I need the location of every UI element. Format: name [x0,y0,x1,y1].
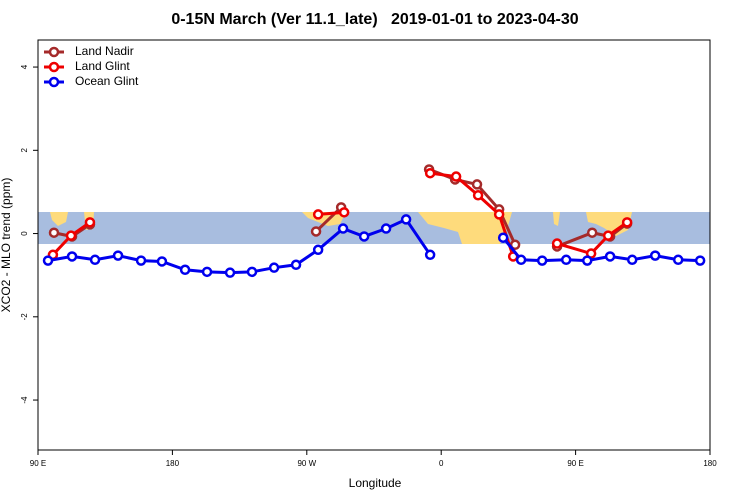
data-point [604,251,616,262]
data-point [551,238,563,249]
data-point [536,255,548,266]
y-tick-label: -2 [20,313,29,321]
data-point [112,250,124,261]
data-point [694,255,706,266]
data-point [135,255,147,266]
x-tick-label: 90 E [30,459,46,468]
land [418,212,512,244]
data-point [48,227,60,238]
data-point [621,217,633,228]
data-point [471,179,483,190]
data-point [424,167,436,179]
y-axis-label: XCO2 - MLO trend (ppm) [0,178,13,313]
data-point [450,171,462,182]
data-point [581,255,593,266]
data-point [268,262,280,273]
legend-label: Land Glint [75,59,130,73]
y-tick-label: 4 [20,64,29,69]
data-point [337,223,349,234]
data-point [400,214,412,225]
x-tick-label: 90 E [567,459,583,468]
x-tick-label: 0 [439,459,444,468]
y-tick-label: -4 [20,396,29,404]
data-point [358,231,370,242]
x-tick-label: 180 [166,459,180,468]
data-point [509,239,521,251]
data-point [626,254,638,266]
data-point [672,254,684,266]
data-point [586,227,598,238]
map-band [38,212,710,244]
legend-label: Ocean Glint [75,74,139,88]
x-axis-label: Longitude [349,476,402,490]
x-tick-label: 90 W [297,459,316,468]
legend-marker [48,76,60,88]
data-point [560,254,572,266]
data-point [310,226,322,237]
data-point [156,256,168,267]
data-point [338,207,350,218]
data-point [201,266,213,278]
data-point [42,255,54,266]
legend-marker [48,61,60,73]
data-point [179,264,191,276]
data-point [497,232,509,243]
land [50,212,68,226]
data-point [602,230,614,241]
plot-frame [37,39,711,451]
data-point [246,266,258,278]
data-point [649,250,661,261]
data-point [290,259,302,271]
data-point [65,230,77,241]
legend-marker [48,46,60,58]
data-point [66,251,78,262]
y-tick-label: 0 [20,231,29,236]
data-point [224,267,236,278]
land [553,212,560,226]
x-tick-label: 180 [703,459,717,468]
data-point [493,209,505,220]
data-point [89,254,101,266]
data-point [380,223,392,234]
data-point [424,249,436,261]
y-tick-label: 2 [20,148,29,153]
data-point [472,190,484,201]
data-point [312,244,324,256]
data-point [515,254,527,266]
chart-title: 0-15N March (Ver 11.1_late) 2019-01-01 t… [171,11,578,28]
legend-label: Land Nadir [75,44,134,58]
land [302,212,346,226]
data-point [312,209,324,220]
data-point [84,217,96,228]
